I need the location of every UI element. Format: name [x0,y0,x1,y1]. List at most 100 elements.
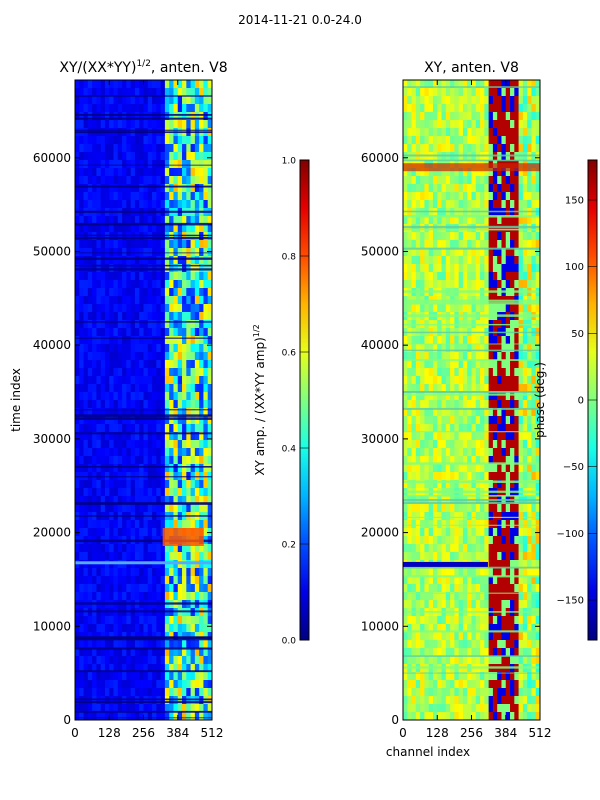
heatmap-stripe [75,647,212,650]
heatmap-cell [518,400,524,409]
heatmap-cell [194,584,200,593]
heatmap-cell [122,256,127,265]
heatmap-cell [527,368,532,377]
heatmap-cell [173,216,179,225]
heatmap-stripe [75,466,212,468]
heatmap-cell [497,368,502,377]
heatmap-cell [164,448,170,457]
heatmap-cell [134,408,140,417]
heatmap-cell [488,584,494,593]
heatmap-cell [122,464,127,473]
heatmap-cell [471,232,477,241]
heatmap-cell [424,176,430,185]
heatmap-cell [432,352,438,361]
heatmap-cell [182,216,187,225]
heatmap-cell [488,384,494,393]
heatmap-cell [501,656,507,665]
heatmap-cell [109,104,114,113]
heatmap-cell [527,512,532,521]
heatmap-cell [156,264,162,273]
heatmap-cell [450,80,455,89]
heatmap-cell [79,704,84,713]
heatmap-cell [186,328,191,337]
heatmap-cell [169,504,174,513]
heatmap-cell [156,616,162,625]
heatmap-cell [467,128,472,137]
heatmap-cell [164,280,170,289]
heatmap-cell [117,112,123,121]
heatmap-cell [203,216,209,225]
heatmap-cell [83,400,89,409]
heatmap-cell [109,456,114,465]
heatmap-cell [480,264,485,273]
heatmap-cell [79,528,84,537]
heatmap-cell [510,640,515,649]
heatmap-cell [441,512,447,521]
heatmap-cell [420,120,425,129]
heatmap-cell [152,648,157,657]
heatmap-cell [173,152,179,161]
heatmap-cell [420,632,425,641]
heatmap-cell [203,544,209,553]
heatmap-cell [164,704,170,713]
heatmap-cell [471,368,477,377]
heatmap-cell [75,152,80,161]
heatmap-cell [403,240,408,249]
heatmap-cell [518,600,524,609]
heatmap-cell [147,384,153,393]
heatmap-cell [467,536,472,545]
heatmap-cell [134,488,140,497]
heatmap-cell [420,80,425,89]
heatmap-cell [501,576,507,585]
heatmap-cell [117,384,123,393]
heatmap-cell [126,120,132,129]
heatmap-cell [527,424,532,433]
heatmap-cell [126,96,132,105]
heatmap-cell [75,336,80,345]
heatmap-cell [152,688,157,697]
heatmap-cell [156,184,162,193]
heatmap-cell [117,328,123,337]
heatmap-cell [203,312,209,321]
heatmap-cell [177,136,183,145]
heatmap-cell [182,576,187,585]
heatmap-cell [117,504,123,513]
heatmap-cell [531,272,537,281]
heatmap-cell [147,96,153,105]
heatmap-cell [467,448,472,457]
heatmap-cell [100,280,106,289]
heatmap-cell [156,120,162,129]
heatmap-cell [407,352,412,361]
heatmap-cell [104,440,110,449]
heatmap-cell [117,472,123,481]
heatmap-cell [527,88,532,97]
heatmap-cell [535,368,540,377]
heatmap-cell [415,536,421,545]
plot-title-1: XY/(XX*YY)1/2, anten. V8 [59,59,227,76]
heatmap-cell [96,216,102,225]
heatmap-cell [450,104,455,113]
heatmap-cell [527,584,532,593]
heatmap-cell [130,480,136,489]
heatmap-cell [445,104,451,113]
heatmap-cell [194,616,200,625]
heatmap-cell [522,96,528,105]
heatmap-cell [488,248,494,257]
heatmap-cell [169,440,174,449]
heatmap-cell [96,576,102,585]
heatmap-cell [424,632,430,641]
heatmap-cell [194,352,200,361]
heatmap-cell [407,456,412,465]
heatmap-cell [182,88,187,97]
heatmap-cell [471,144,477,153]
heatmap-cell [411,480,417,489]
heatmap-cell [437,576,442,585]
heatmap-cell [467,480,472,489]
heatmap-cell [156,648,162,657]
heatmap-cell [531,184,537,193]
heatmap-cell [488,96,494,105]
heatmap-cell [522,104,528,113]
heatmap-cell [531,456,537,465]
heatmap-cell [450,640,455,649]
heatmap-cell [514,216,519,225]
